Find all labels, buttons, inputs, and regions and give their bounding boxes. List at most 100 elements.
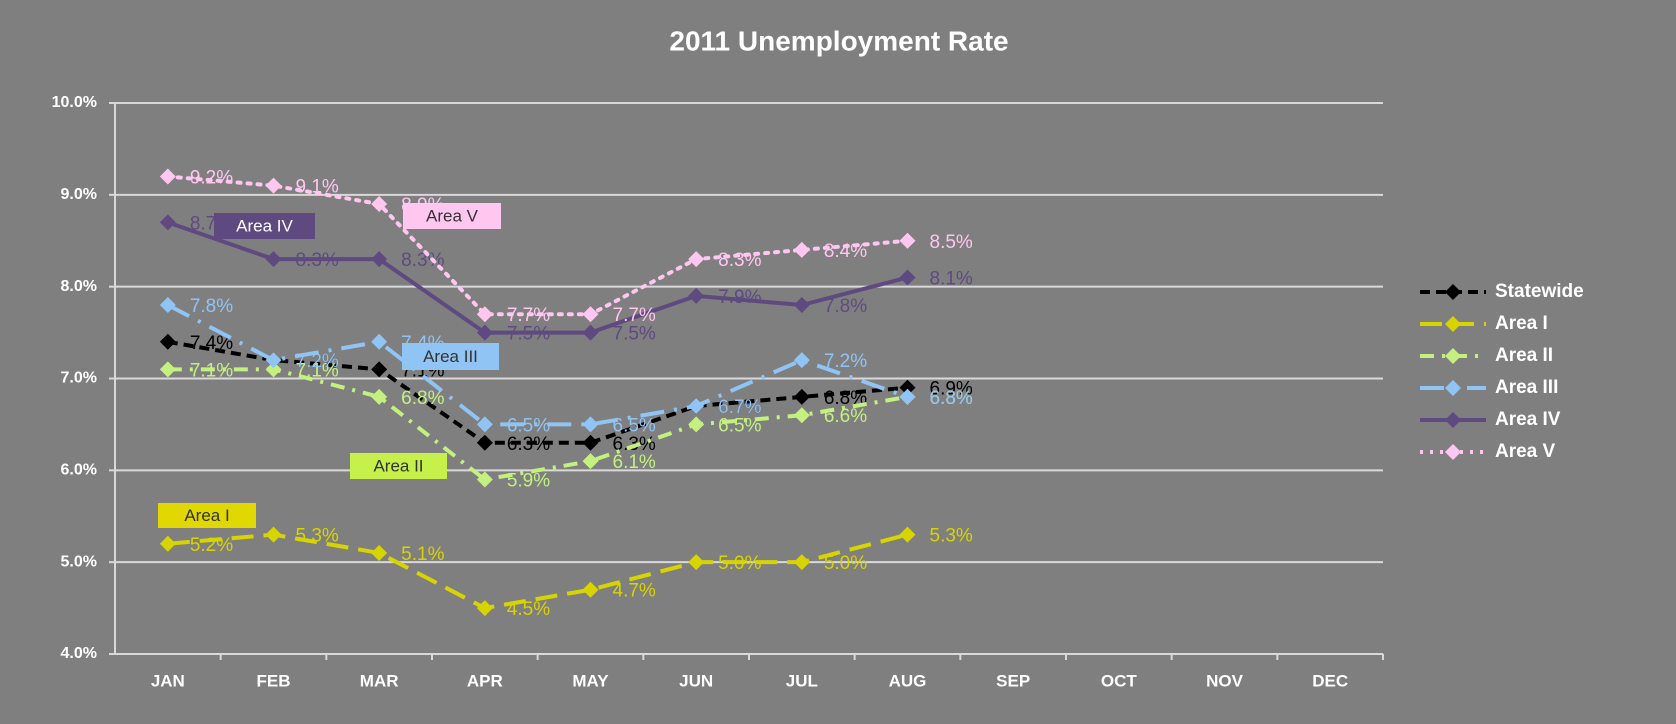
data-label: 5.3% — [930, 526, 973, 547]
data-label: 9.2% — [190, 167, 233, 188]
data-label: 7.1% — [190, 360, 233, 381]
data-label: 8.3% — [401, 250, 444, 271]
data-point — [159, 214, 176, 231]
data-label: 7.8% — [190, 296, 233, 317]
data-point — [371, 544, 388, 561]
annotation: Area V — [426, 206, 479, 225]
data-point — [582, 453, 599, 470]
series-line — [167, 532, 909, 611]
data-point — [265, 352, 282, 369]
data-point — [688, 416, 705, 433]
y-tick-label: 9.0% — [61, 186, 97, 203]
data-label: 6.8% — [930, 388, 973, 409]
data-point — [265, 177, 282, 194]
x-tick-label: NOV — [1206, 671, 1244, 690]
x-tick-label: JAN — [151, 671, 185, 690]
data-point — [265, 361, 282, 378]
series-line — [167, 367, 908, 482]
data-label: 5.1% — [401, 544, 444, 565]
data-label: 7.5% — [507, 324, 550, 345]
data-label: 7.7% — [507, 305, 550, 326]
data-point — [159, 168, 176, 185]
data-point — [688, 287, 705, 304]
data-label: 8.1% — [930, 268, 973, 289]
legend-marker — [1445, 348, 1461, 364]
data-label: 6.5% — [718, 415, 761, 436]
data-point — [793, 352, 810, 369]
data-point — [582, 416, 599, 433]
x-tick-label: OCT — [1101, 671, 1138, 690]
y-tick-label: 6.0% — [61, 462, 97, 479]
data-point — [582, 434, 599, 451]
x-tick-label: AUG — [889, 671, 927, 690]
annotation-box — [214, 213, 315, 239]
data-label: 7.2% — [296, 351, 339, 372]
data-label: 4.7% — [613, 581, 656, 602]
data-label: 8.3% — [718, 250, 761, 271]
data-point — [476, 471, 493, 488]
annotation: Area I — [184, 506, 229, 525]
data-label: 7.4% — [190, 333, 233, 354]
data-label: 6.3% — [507, 434, 550, 455]
legend-label: Area IV — [1495, 409, 1561, 430]
data-label: 7.2% — [824, 351, 867, 372]
legend-marker — [1445, 380, 1461, 396]
data-point — [371, 196, 388, 213]
data-point — [899, 379, 916, 396]
data-point — [688, 554, 705, 571]
data-point — [793, 388, 810, 405]
series-line — [165, 174, 910, 317]
data-point — [159, 333, 176, 350]
y-tick-label: 7.0% — [61, 370, 97, 387]
legend-label: Area III — [1495, 377, 1558, 398]
x-tick-label: FEB — [257, 671, 291, 690]
x-tick-label: MAY — [572, 671, 609, 690]
data-point — [582, 306, 599, 323]
data-label: 6.7% — [718, 397, 761, 418]
data-label: 5.2% — [190, 535, 233, 556]
data-label: 6.5% — [507, 415, 550, 436]
series-line — [166, 303, 909, 427]
data-label: 7.8% — [824, 296, 867, 317]
data-label: 4.5% — [507, 599, 550, 620]
data-point — [371, 333, 388, 350]
data-label: 6.1% — [613, 452, 656, 473]
data-label: 5.0% — [824, 553, 867, 574]
y-tick-label: 5.0% — [61, 553, 97, 570]
data-point — [265, 526, 282, 543]
data-point — [476, 600, 493, 617]
y-tick-label: 8.0% — [61, 278, 97, 295]
chart-title: 2011 Unemployment Rate — [669, 25, 1008, 56]
legend-marker — [1445, 316, 1461, 332]
data-point — [371, 388, 388, 405]
legend-marker — [1445, 412, 1461, 428]
data-point — [688, 398, 705, 415]
data-point — [582, 581, 599, 598]
data-point — [793, 554, 810, 571]
data-point — [159, 535, 176, 552]
annotation: Area III — [423, 347, 478, 366]
data-label: 8.4% — [824, 241, 867, 262]
data-label: 6.9% — [930, 379, 973, 400]
data-label: 8.3% — [296, 250, 339, 271]
x-tick-label: DEC — [1312, 671, 1348, 690]
data-label: 6.7% — [718, 397, 761, 418]
data-point — [582, 324, 599, 341]
data-point — [899, 232, 916, 249]
series-line — [167, 339, 908, 445]
data-point — [476, 306, 493, 323]
data-label: 6.8% — [930, 388, 973, 409]
annotation-box — [350, 453, 447, 479]
x-tick-label: JUL — [786, 671, 818, 690]
legend-label: Area II — [1495, 345, 1553, 366]
legend-marker — [1445, 284, 1461, 300]
annotation: Area IV — [236, 216, 293, 235]
x-tick-label: APR — [467, 671, 503, 690]
data-label: 5.3% — [296, 526, 339, 547]
data-point — [371, 361, 388, 378]
annotation: Area II — [373, 456, 423, 475]
x-tick-label: SEP — [996, 671, 1030, 690]
data-label: 7.7% — [613, 305, 656, 326]
data-point — [265, 251, 282, 268]
